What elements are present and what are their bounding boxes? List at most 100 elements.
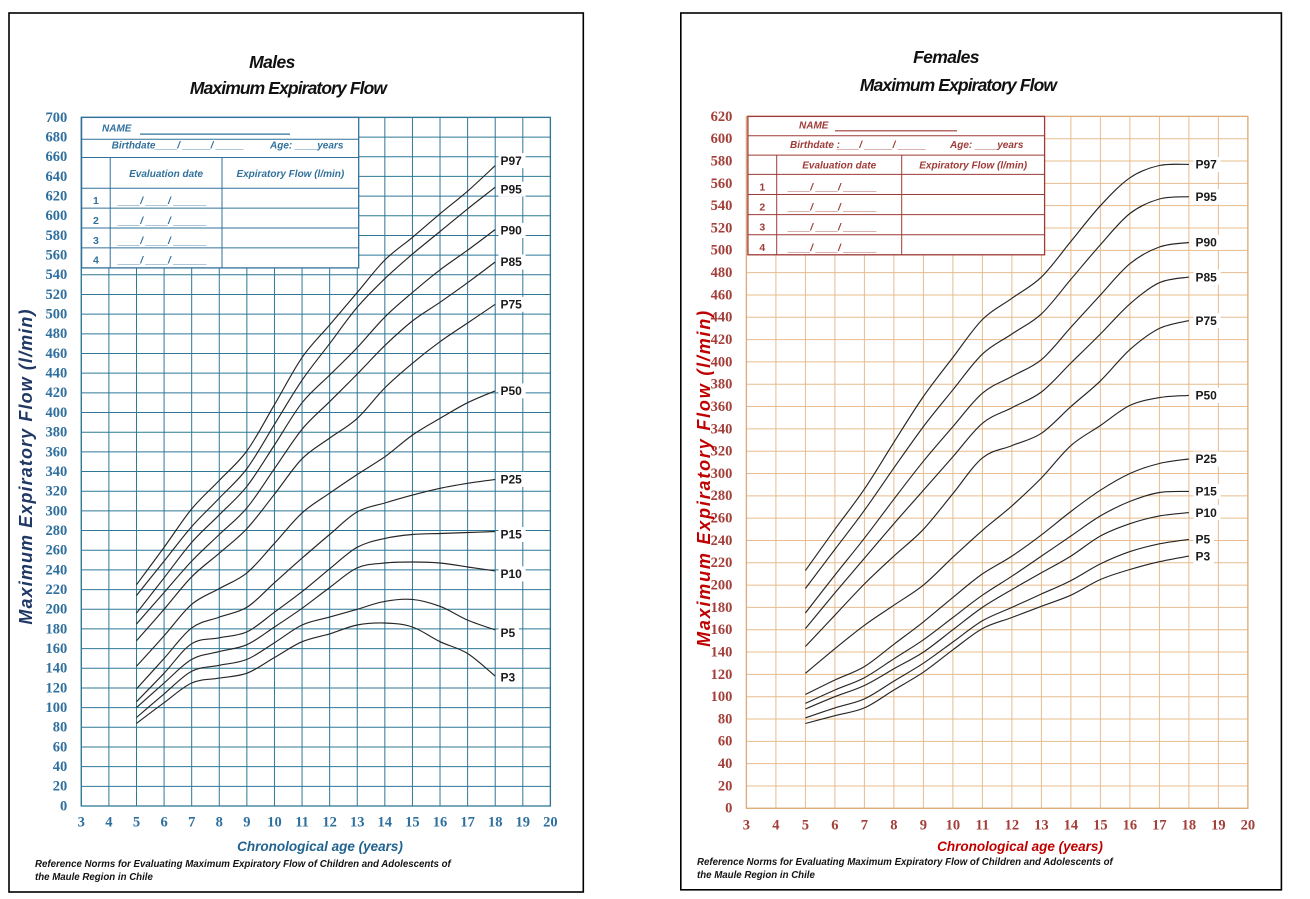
svg-text:100: 100 bbox=[46, 700, 68, 716]
svg-text:P3: P3 bbox=[1196, 549, 1211, 563]
svg-text:Males: Males bbox=[249, 52, 296, 72]
svg-text:180: 180 bbox=[46, 621, 68, 637]
svg-text:240: 240 bbox=[46, 562, 68, 578]
svg-text:6: 6 bbox=[831, 818, 838, 834]
svg-text:0: 0 bbox=[725, 801, 732, 817]
svg-text:3: 3 bbox=[759, 222, 765, 234]
svg-text:460: 460 bbox=[46, 346, 68, 362]
svg-text:____/ ____/ ______: ____/ ____/ ______ bbox=[117, 256, 207, 267]
svg-text:____/ ____/ ______: ____/ ____/ ______ bbox=[787, 183, 877, 194]
svg-text:P90: P90 bbox=[501, 224, 523, 238]
svg-text:9: 9 bbox=[920, 818, 927, 834]
svg-text:520: 520 bbox=[46, 287, 68, 303]
svg-text:P50: P50 bbox=[1196, 389, 1218, 403]
svg-text:17: 17 bbox=[460, 815, 475, 831]
svg-text:Reference Norms for Evaluating: Reference Norms for Evaluating Maximum E… bbox=[697, 857, 1115, 868]
svg-text:____/ _____/ _____: ____/ _____/ _____ bbox=[154, 141, 244, 152]
svg-text:P5: P5 bbox=[501, 626, 516, 640]
svg-text:P95: P95 bbox=[501, 182, 523, 196]
svg-text:260: 260 bbox=[46, 543, 68, 559]
svg-text:620: 620 bbox=[46, 189, 68, 205]
svg-text:P25: P25 bbox=[501, 473, 523, 487]
svg-text:P15: P15 bbox=[501, 528, 523, 542]
svg-text:340: 340 bbox=[711, 421, 733, 437]
svg-text:700: 700 bbox=[46, 110, 68, 126]
svg-text:40: 40 bbox=[718, 756, 733, 772]
svg-text:14: 14 bbox=[378, 815, 393, 831]
svg-text:340: 340 bbox=[46, 464, 68, 480]
svg-text:3: 3 bbox=[743, 818, 750, 834]
svg-text:18: 18 bbox=[488, 815, 503, 831]
svg-text:320: 320 bbox=[711, 444, 733, 460]
svg-text:11: 11 bbox=[976, 818, 990, 834]
svg-text:____/ ____/ ______: ____/ ____/ ______ bbox=[787, 203, 877, 214]
svg-text:360: 360 bbox=[711, 399, 733, 415]
svg-text:P97: P97 bbox=[1196, 158, 1218, 172]
svg-text:2: 2 bbox=[93, 215, 99, 227]
svg-text:260: 260 bbox=[711, 511, 733, 527]
svg-text:2: 2 bbox=[759, 202, 765, 214]
svg-text:P90: P90 bbox=[1196, 236, 1218, 250]
svg-text:560: 560 bbox=[711, 176, 733, 192]
svg-text:P75: P75 bbox=[501, 298, 523, 312]
svg-text:19: 19 bbox=[1211, 818, 1226, 834]
svg-text:Maximum Expiratory Flow: Maximum Expiratory Flow bbox=[860, 75, 1058, 95]
svg-text:Maximum Expiratory Flow (l/min: Maximum Expiratory Flow (l/min) bbox=[694, 309, 714, 647]
svg-text:120: 120 bbox=[46, 680, 68, 696]
svg-text:the Maule Region in Chile: the Maule Region in Chile bbox=[35, 872, 153, 883]
svg-text:Females: Females bbox=[913, 47, 980, 67]
svg-text:560: 560 bbox=[46, 248, 68, 264]
svg-text:220: 220 bbox=[46, 582, 68, 598]
svg-text:10: 10 bbox=[946, 818, 961, 834]
svg-text:440: 440 bbox=[711, 310, 733, 326]
svg-text:Birthdate :: Birthdate : bbox=[790, 140, 840, 151]
svg-text:Age: ____years: Age: ____years bbox=[269, 141, 344, 152]
svg-text:620: 620 bbox=[711, 109, 733, 125]
svg-text:140: 140 bbox=[46, 661, 68, 677]
svg-text:500: 500 bbox=[711, 243, 733, 259]
svg-text:____/ ____/ ______: ____/ ____/ ______ bbox=[117, 236, 207, 247]
svg-text:280: 280 bbox=[711, 488, 733, 504]
svg-text:Maximum Expiratory Flow (l/min: Maximum Expiratory Flow (l/min) bbox=[16, 308, 36, 624]
svg-text:360: 360 bbox=[46, 444, 68, 460]
svg-text:180: 180 bbox=[711, 600, 733, 616]
svg-text:16: 16 bbox=[433, 815, 448, 831]
svg-text:P5: P5 bbox=[1196, 533, 1211, 547]
svg-text:4: 4 bbox=[772, 818, 779, 834]
svg-text:10: 10 bbox=[267, 815, 282, 831]
svg-text:7: 7 bbox=[188, 815, 195, 831]
svg-text:P97: P97 bbox=[501, 154, 523, 168]
svg-text:540: 540 bbox=[711, 198, 733, 214]
svg-text:1: 1 bbox=[93, 195, 99, 207]
svg-text:440: 440 bbox=[46, 366, 68, 382]
svg-text:140: 140 bbox=[711, 644, 733, 660]
svg-text:1: 1 bbox=[759, 182, 765, 194]
svg-text:4: 4 bbox=[759, 242, 765, 254]
svg-text:400: 400 bbox=[711, 354, 733, 370]
svg-text:P85: P85 bbox=[1196, 270, 1218, 284]
svg-text:14: 14 bbox=[1064, 818, 1079, 834]
svg-text:15: 15 bbox=[405, 815, 420, 831]
svg-text:3: 3 bbox=[93, 235, 99, 247]
svg-text:4: 4 bbox=[105, 815, 112, 831]
svg-text:P10: P10 bbox=[1196, 506, 1218, 520]
svg-text:P95: P95 bbox=[1196, 190, 1218, 204]
svg-text:the Maule Region in Chile: the Maule Region in Chile bbox=[697, 870, 815, 881]
svg-text:580: 580 bbox=[711, 153, 733, 169]
svg-text:580: 580 bbox=[46, 228, 68, 244]
svg-text:____/ ____/ ______: ____/ ____/ ______ bbox=[117, 216, 207, 227]
svg-text:Age: ____years: Age: ____years bbox=[949, 140, 1024, 151]
svg-text:Chronological age (years): Chronological age (years) bbox=[237, 839, 403, 854]
svg-text:NAME: NAME bbox=[102, 124, 132, 135]
svg-text:20: 20 bbox=[1241, 818, 1256, 834]
svg-text:Evaluation date: Evaluation date bbox=[129, 169, 203, 180]
svg-text:600: 600 bbox=[46, 208, 68, 224]
svg-text:400: 400 bbox=[46, 405, 68, 421]
svg-text:9: 9 bbox=[243, 815, 250, 831]
svg-text:7: 7 bbox=[861, 818, 868, 834]
svg-text:P10: P10 bbox=[501, 567, 523, 581]
svg-text:200: 200 bbox=[46, 602, 68, 618]
svg-text:____/ ____/ ______: ____/ ____/ ______ bbox=[787, 223, 877, 234]
svg-text:3: 3 bbox=[78, 815, 85, 831]
svg-text:280: 280 bbox=[46, 523, 68, 539]
